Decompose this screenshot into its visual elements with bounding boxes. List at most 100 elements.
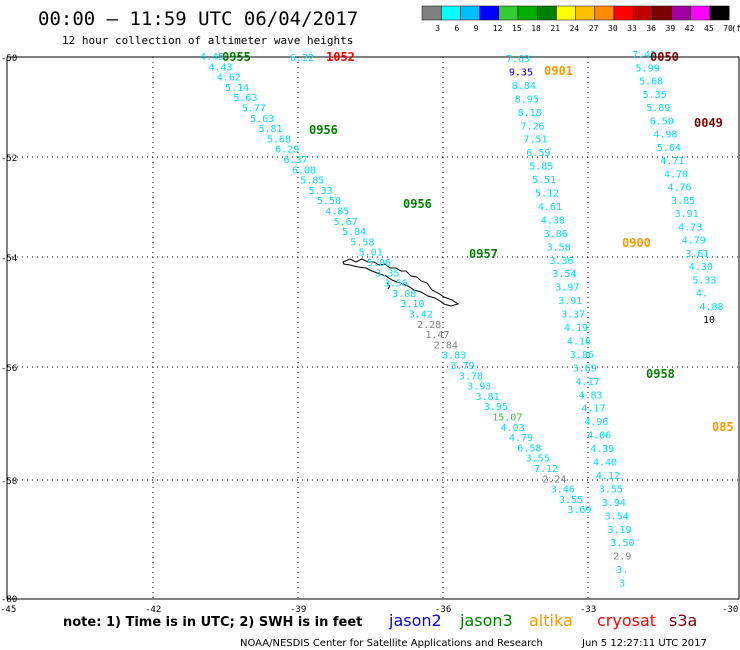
wave-height-label: 4.17 bbox=[576, 377, 600, 388]
satellite-legend-cryosat: cryosat bbox=[597, 611, 656, 630]
wave-height-label: 5.35 bbox=[643, 90, 667, 101]
wave-height-label: 3.69 bbox=[567, 505, 591, 516]
scale-label: 18 bbox=[531, 24, 541, 33]
wave-height-label: 9.35 bbox=[509, 67, 533, 78]
map-title: 00:00 – 11:59 UTC 06/04/2017 bbox=[38, 8, 358, 30]
wave-height-label: 5.64 bbox=[657, 143, 681, 154]
wave-height-label: 5.63 bbox=[250, 114, 274, 125]
wave-height-label: 4.73 bbox=[678, 222, 702, 233]
wave-height-label: 5.04 bbox=[342, 227, 366, 238]
wave-height-label: 5.63 bbox=[233, 93, 257, 104]
wave-height-label: 3.58 bbox=[547, 242, 571, 253]
wave-height-label: 4.62 bbox=[217, 73, 241, 84]
scale-unit: (ft) bbox=[731, 24, 740, 33]
scale-label: 36 bbox=[646, 24, 656, 33]
satellite-legend-jason2: jason2 bbox=[388, 611, 442, 630]
scale-label: 12 bbox=[493, 24, 503, 33]
wave-height-label: 3.46 bbox=[551, 485, 575, 496]
scale-label: 30 bbox=[608, 24, 618, 33]
wave-height-label: 3.95 bbox=[484, 402, 508, 413]
wave-height-label: 5.85 bbox=[529, 162, 553, 173]
wave-height-label: 7.63 bbox=[506, 54, 530, 65]
lat-label: -52 bbox=[1, 154, 17, 164]
wave-height-label: 3.55 bbox=[599, 484, 623, 495]
wave-height-label: 3.54 bbox=[605, 511, 629, 522]
wave-height-label: 5.89 bbox=[646, 103, 670, 114]
lon-label: -36 bbox=[435, 605, 451, 615]
graticule bbox=[7, 57, 739, 599]
wave-height-label: 3.19 bbox=[608, 525, 632, 536]
wave-height-label: 4. bbox=[696, 289, 708, 300]
wave-height-label: 4.17 bbox=[581, 404, 605, 415]
scale-swatch bbox=[652, 5, 672, 21]
lon-label: -33 bbox=[580, 605, 596, 615]
scale-label: 6 bbox=[454, 24, 459, 33]
satellite-legend: jason2 jason3 altika cryosat s3a bbox=[388, 611, 697, 630]
wave-height-label: 4.85 bbox=[325, 207, 349, 218]
pass-time-label: 0956 bbox=[403, 197, 432, 211]
wave-height-label: 4.79 bbox=[682, 236, 706, 247]
wave-height-label: 1.47 bbox=[425, 330, 449, 341]
wave-height-label: 3. bbox=[616, 565, 628, 576]
wave-height-label: 6.50 bbox=[650, 116, 674, 127]
wave-height-label: 5.85 bbox=[300, 176, 324, 187]
wave-height-label: 3.35 bbox=[375, 268, 399, 279]
scale-swatch bbox=[690, 5, 711, 21]
lat-label: -56 bbox=[1, 364, 17, 374]
pass-time-label: 085 bbox=[712, 420, 734, 434]
wave-height-label: 8.18 bbox=[518, 108, 542, 119]
wave-height-label: 5.33 bbox=[692, 275, 716, 286]
pass-time-label: 1052 bbox=[326, 50, 355, 64]
wave-height-label: 3.86 bbox=[544, 229, 568, 240]
wave-height-label: 4.83 bbox=[579, 390, 603, 401]
satellite-legend-jason3: jason3 bbox=[459, 611, 513, 630]
scale-label: 24 bbox=[570, 24, 580, 33]
scale-label: 15 bbox=[512, 24, 522, 33]
wave-height-label: 4.70 bbox=[664, 169, 688, 180]
wave-height-label: 3.78 bbox=[459, 371, 483, 382]
wave-height-label: 3.79 bbox=[451, 361, 475, 372]
wave-height-label: 4.88 bbox=[699, 302, 723, 313]
wave-height-label: 3.56 bbox=[384, 279, 408, 290]
wave-height-label: 5.58 bbox=[350, 237, 374, 248]
pass-time-label: 0958 bbox=[646, 367, 675, 381]
scale-swatch bbox=[479, 5, 500, 21]
wave-height-label: 3.36 bbox=[550, 256, 574, 267]
wave-height-label: 3.10 bbox=[400, 299, 424, 310]
scale-label: 9 bbox=[474, 24, 479, 33]
wave-height-label: 3.83 bbox=[442, 351, 466, 362]
wave-height-label: 3.50 bbox=[610, 538, 634, 549]
wave-height-label: 4.38 bbox=[541, 215, 565, 226]
wave-height-label: 5.67 bbox=[334, 217, 358, 228]
lat-label: -54 bbox=[1, 254, 17, 264]
wave-height-label: 4.06 bbox=[587, 431, 611, 442]
wave-height-label: 8.84 bbox=[512, 81, 536, 92]
wave-height-label: 3.91 bbox=[558, 296, 582, 307]
scale-swatch bbox=[671, 5, 692, 21]
observation-layer: 4.454.434.625.145.635.775.635.815.686.29… bbox=[200, 50, 724, 590]
wave-height-label: 3.55 bbox=[559, 495, 583, 506]
wave-height-label: 5.12 bbox=[535, 189, 559, 200]
wave-height-label: 5.68 bbox=[267, 134, 291, 145]
wave-height-label: 2.84 bbox=[434, 340, 458, 351]
wave-height-label: 3.91 bbox=[675, 209, 699, 220]
wave-height-label: 3.81 bbox=[476, 392, 500, 403]
wave-height-label: 3.94 bbox=[602, 498, 626, 509]
wave-height-label: 4.43 bbox=[208, 62, 232, 73]
lon-label: -45 bbox=[0, 605, 16, 615]
pass-time-label: 0957 bbox=[469, 247, 498, 261]
lon-label: -30 bbox=[722, 605, 738, 615]
wave-height-label: 4.61 bbox=[538, 202, 562, 213]
wave-height-label: 4.45 bbox=[200, 52, 224, 63]
scale-swatch bbox=[613, 5, 634, 21]
pass-time-label: 0955 bbox=[222, 50, 251, 64]
wave-height-label: 4.19 bbox=[564, 323, 588, 334]
wave-height-label: 3.61 bbox=[685, 249, 709, 260]
wave-height-label: 6.58 bbox=[517, 443, 541, 454]
wave-height-label: 5.14 bbox=[225, 83, 249, 94]
wave-height-label: 4.16 bbox=[567, 336, 591, 347]
wave-height-label: 4.40 bbox=[593, 458, 617, 469]
wave-height-label: 5.51 bbox=[532, 175, 556, 186]
wave-height-label: 3.97 bbox=[555, 283, 579, 294]
